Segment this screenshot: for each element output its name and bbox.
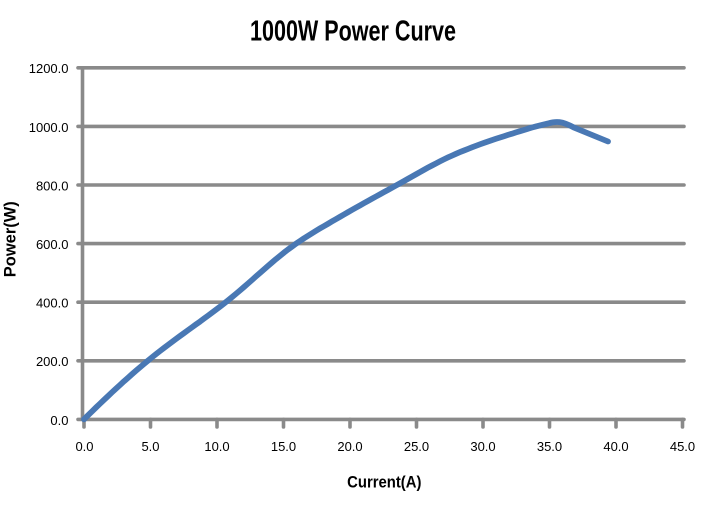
- svg-text:20.0: 20.0: [337, 439, 362, 454]
- svg-text:600.0: 600.0: [36, 237, 69, 252]
- svg-text:40.0: 40.0: [603, 439, 628, 454]
- svg-text:5.0: 5.0: [141, 439, 159, 454]
- svg-text:25.0: 25.0: [404, 439, 429, 454]
- svg-text:400.0: 400.0: [36, 296, 69, 311]
- svg-text:1000.0: 1000.0: [29, 120, 69, 135]
- svg-text:45.0: 45.0: [670, 439, 695, 454]
- svg-text:1200.0: 1200.0: [29, 61, 69, 76]
- svg-text:Power(W): Power(W): [1, 201, 20, 277]
- svg-text:30.0: 30.0: [470, 439, 495, 454]
- svg-text:Current(A): Current(A): [347, 472, 421, 491]
- svg-text:800.0: 800.0: [36, 178, 69, 193]
- svg-text:0.0: 0.0: [75, 439, 93, 454]
- svg-text:10.0: 10.0: [204, 439, 229, 454]
- svg-text:35.0: 35.0: [537, 439, 562, 454]
- svg-text:1000W Power Curve: 1000W Power Curve: [250, 16, 456, 48]
- svg-text:15.0: 15.0: [271, 439, 296, 454]
- svg-text:0.0: 0.0: [50, 413, 68, 428]
- svg-text:200.0: 200.0: [36, 354, 69, 369]
